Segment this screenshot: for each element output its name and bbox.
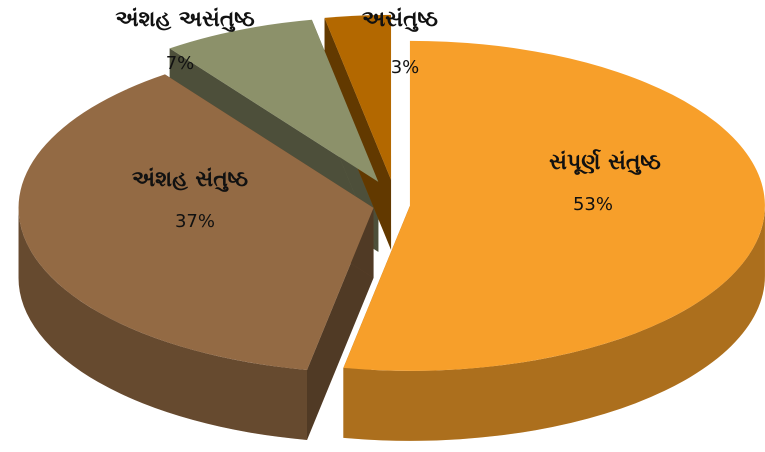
slice [18, 74, 374, 370]
slice-side-shade [343, 205, 765, 441]
slice-side-shade [18, 207, 308, 440]
slice-side [343, 205, 765, 441]
slice-label: અંશહ સંતુષ્ઠ [132, 167, 248, 192]
slice-label: અંશહ અસંતુષ્ઠ [115, 7, 255, 32]
slice-side [18, 207, 308, 440]
slice-value-label: 37% [175, 211, 215, 232]
slice-label: સંપૂર્ણ સંતુષ્ઠ [549, 149, 661, 175]
slice-value-label: 7% [166, 53, 195, 74]
slice-label: અસંતુષ્ઠ [362, 7, 438, 32]
slice-value-label: 3% [391, 57, 420, 78]
slice-value-label: 53% [573, 194, 613, 215]
slice [343, 40, 765, 371]
slice [324, 14, 392, 180]
slice [169, 19, 379, 182]
